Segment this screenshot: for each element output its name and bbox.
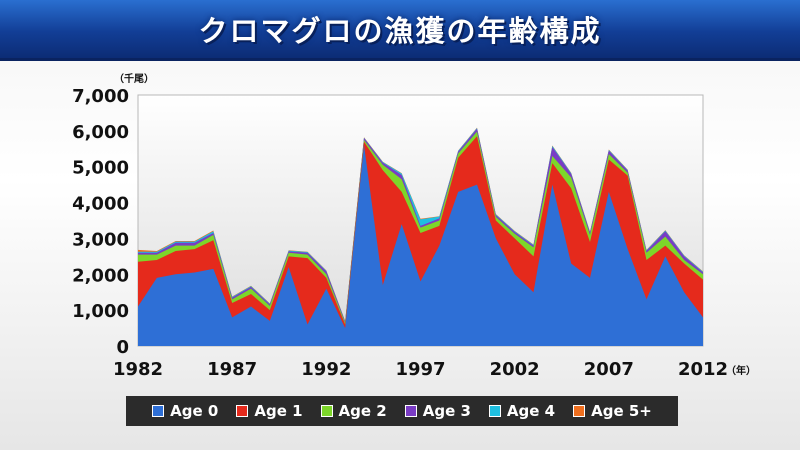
legend-item: Age 2	[320, 402, 387, 420]
x-tick-label: 1992	[301, 359, 351, 380]
legend-item: Age 1	[236, 402, 303, 420]
legend-item: Age 0	[152, 402, 218, 420]
x-tick-label: 1997	[395, 359, 445, 380]
y-tick-label: 3,000	[72, 229, 129, 250]
legend-item: Age 4	[488, 402, 556, 420]
legend-swatch	[236, 405, 249, 417]
y-tick-label: 4,000	[72, 194, 129, 215]
legend-label: Age 5+	[591, 402, 652, 420]
x-tick-label: 2012	[678, 359, 728, 380]
legend-label: Age 3	[422, 402, 471, 420]
legend-swatch	[573, 405, 586, 417]
y-tick-label: 2,000	[72, 265, 129, 286]
x-axis-unit-label: （年）	[726, 364, 756, 377]
legend-label: Age 2	[338, 402, 387, 420]
area-age-0	[138, 145, 703, 346]
x-tick-label: 1982	[113, 359, 163, 380]
legend-swatch	[152, 405, 165, 417]
legend: Age 0 Age 1 Age 2 Age 3 Age 4 Age 5+	[126, 396, 678, 426]
y-tick-label: 5,000	[72, 158, 129, 179]
y-tick-label: 7,000	[72, 86, 129, 107]
legend-item: Age 5+	[573, 402, 652, 420]
legend-swatch	[320, 405, 333, 417]
x-axis-ticks: 1982 1987 1992 1997 2002 2007 2012	[113, 359, 728, 380]
x-tick-label: 2002	[490, 359, 540, 380]
title-banner: クロマグロの漁獲の年齢構成	[0, 0, 800, 61]
legend-label: Age 0	[170, 402, 219, 420]
legend-swatch	[488, 405, 501, 417]
y-tick-label: 1,000	[72, 301, 129, 322]
legend-label: Age 4	[506, 402, 556, 420]
series-areas	[138, 127, 703, 346]
y-axis-unit-label: （千尾）	[114, 72, 154, 85]
legend-item: Age 3	[404, 402, 471, 420]
y-axis-ticks: 7,000 6,000 5,000 4,000 3,000 2,000 1,000 0	[72, 86, 129, 358]
x-tick-label: 2007	[584, 359, 634, 380]
page-title: クロマグロの漁獲の年齢構成	[198, 14, 602, 48]
y-tick-label: 0	[116, 337, 129, 358]
x-tick-label: 1987	[207, 359, 257, 380]
legend-label: Age 1	[254, 402, 303, 420]
legend-swatch	[404, 405, 417, 417]
y-tick-label: 6,000	[72, 122, 129, 143]
